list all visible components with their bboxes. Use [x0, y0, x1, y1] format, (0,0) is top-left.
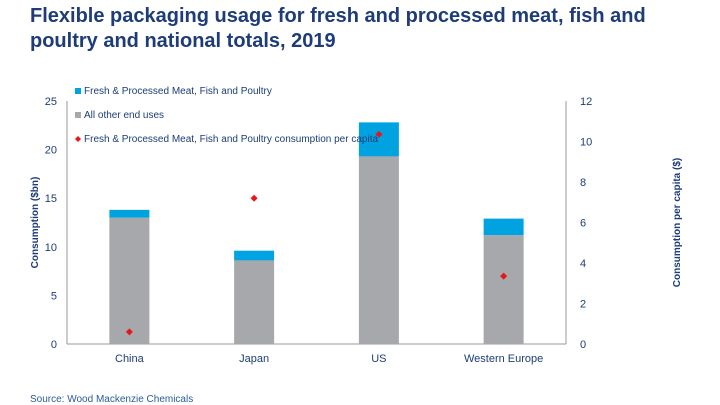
- bar-meat-fish-poultry: [358, 122, 399, 157]
- bar-other-end-uses: [483, 235, 524, 344]
- y2-tick-label: 0: [580, 339, 586, 351]
- y2-tick-label: 10: [580, 137, 592, 149]
- y2-tick-label: 4: [580, 258, 586, 270]
- per-capita-marker: [500, 272, 508, 280]
- bar-other-end-uses: [109, 217, 150, 344]
- y-tick-label: 5: [51, 290, 57, 302]
- chart-title: Flexible packaging usage for fresh and p…: [30, 5, 646, 52]
- bar-other-end-uses: [234, 260, 275, 344]
- legend-swatch: [75, 88, 81, 94]
- y2-tick-label: 2: [580, 299, 586, 311]
- x-tick-label: Western Europe: [464, 353, 543, 365]
- y2-tick-label: 8: [580, 177, 586, 189]
- legend-swatch: [75, 112, 81, 118]
- legend-label: Fresh & Processed Meat, Fish and Poultry…: [84, 134, 378, 145]
- legend-label: All other end uses: [84, 110, 164, 121]
- y-tick-label: 20: [45, 145, 57, 157]
- per-capita-marker: [250, 194, 258, 202]
- x-tick-label: China: [115, 353, 145, 365]
- bar-other-end-uses: [358, 156, 399, 344]
- x-tick-label: US: [371, 353, 386, 365]
- bar-meat-fish-poultry: [483, 218, 524, 236]
- x-tick-label: Japan: [239, 353, 269, 365]
- y-tick-label: 0: [51, 339, 57, 351]
- y-tick-label: 25: [45, 96, 57, 108]
- per-capita-marker: [125, 328, 133, 336]
- y-tick-label: 15: [45, 193, 57, 205]
- y-axis-title: Consumption ($bn): [30, 177, 41, 269]
- y2-tick-label: 6: [580, 218, 586, 230]
- y2-axis-title: Consumption per capita ($): [672, 158, 683, 287]
- source-note: Source: Wood Mackenzie Chemicals: [30, 394, 194, 405]
- legend-label: Fresh & Processed Meat, Fish and Poultry: [84, 86, 272, 97]
- legend-marker: [75, 136, 81, 142]
- bar-meat-fish-poultry: [109, 209, 150, 218]
- per-capita-marker: [375, 130, 383, 138]
- bar-meat-fish-poultry: [234, 250, 275, 261]
- y-tick-label: 10: [45, 242, 57, 254]
- y2-tick-label: 12: [580, 96, 592, 108]
